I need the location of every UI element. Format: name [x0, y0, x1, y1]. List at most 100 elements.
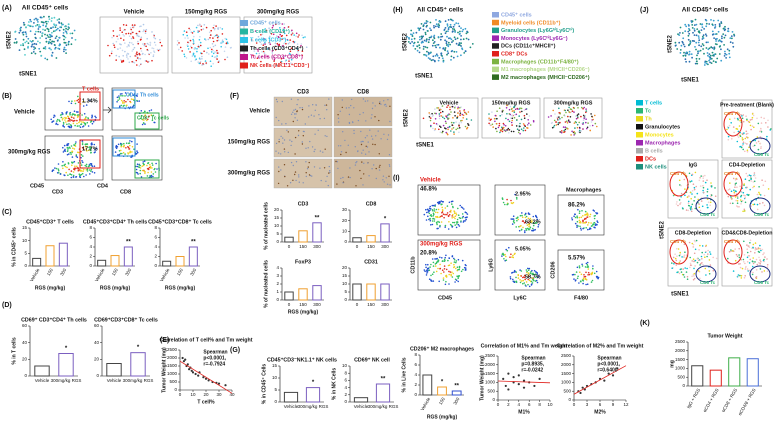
flow-event: [67, 174, 69, 176]
chart-title: CD45⁺CD3⁺ T cells: [26, 219, 74, 225]
tsne-point: [692, 204, 694, 206]
flow-event: [576, 271, 578, 273]
tsne-point: [430, 126, 432, 128]
y-tick-label: 20: [342, 218, 348, 223]
tsne-point: [762, 254, 764, 256]
flow-event: [448, 274, 450, 276]
legend-swatch: [636, 148, 643, 154]
tsne-point: [449, 126, 451, 128]
tsne-point: [703, 53, 705, 55]
flow-event: [427, 264, 429, 266]
flow-event: [594, 218, 596, 220]
tsne-point: [686, 268, 688, 270]
tsne-point: [454, 111, 456, 113]
legend-label: Granulocytes (Ly6GʰⁱLy6Cʰⁱ): [501, 25, 574, 34]
flow-event: [76, 120, 78, 122]
tsne-point: [510, 117, 512, 119]
tsne-point: [698, 249, 700, 251]
flow-event: [83, 169, 85, 171]
label: CD4 Th: [724, 171, 740, 176]
tsne-point: [63, 29, 65, 31]
flow-event: [119, 105, 121, 107]
tsne-point: [737, 128, 739, 130]
tsne-point: [289, 39, 291, 41]
tsne-point: [41, 33, 43, 35]
flow-event: [577, 278, 579, 280]
flow-event: [81, 164, 83, 166]
tsne-point: [419, 52, 421, 54]
tsne-point: [703, 28, 705, 30]
tsne-point: [704, 175, 706, 177]
tsne-point: [26, 41, 28, 43]
flow-event: [153, 122, 155, 124]
tsne-point: [57, 40, 59, 42]
tsne-point: [444, 49, 446, 51]
tsne-point: [51, 35, 53, 37]
chart-title: Tumor Weight: [707, 333, 742, 339]
tsne-point: [447, 127, 449, 129]
tsne-point: [752, 257, 754, 259]
ihc-nucleus: [340, 154, 341, 155]
flow-event: [461, 206, 463, 208]
tsne-point: [737, 202, 739, 204]
tsne-point: [747, 175, 749, 177]
flow-event: [454, 261, 456, 263]
flow-event: [142, 124, 144, 126]
plot-frame: [668, 160, 718, 218]
y-tick-label: 0: [492, 397, 495, 402]
tsne-point: [53, 41, 55, 43]
tsne-point: [688, 24, 690, 26]
tsne-point: [423, 48, 425, 50]
tsne-point: [554, 120, 556, 122]
label: 46.8%: [420, 187, 438, 193]
y-axis-label: Tumor Weight (mg): [161, 347, 167, 393]
tsne-point: [451, 124, 453, 126]
flow-event: [438, 260, 440, 262]
flow-event: [503, 202, 505, 204]
ihc-nucleus: [349, 122, 350, 123]
flow-event: [127, 146, 129, 148]
tsne-point: [455, 22, 457, 24]
tsne-point: [28, 21, 30, 23]
ihc-nucleus: [321, 180, 322, 181]
tsne-point: [49, 47, 51, 49]
tsne-point: [45, 25, 47, 27]
flow-event: [513, 281, 515, 283]
tsne-point: [16, 42, 18, 44]
tsne-point: [49, 39, 51, 41]
ihc-nucleus: [340, 145, 341, 146]
tsne-point: [702, 48, 704, 50]
flow-event: [60, 114, 62, 116]
flow-event: [529, 268, 531, 270]
tsne-point: [524, 117, 526, 119]
tsne-point: [463, 110, 465, 112]
flow-event: [432, 209, 434, 211]
flow-event: [433, 271, 435, 273]
ihc-nucleus: [382, 179, 383, 180]
tsne-point: [448, 118, 450, 120]
tsne-point: [496, 123, 498, 125]
tsne-point: [592, 119, 594, 121]
tsne-point: [55, 26, 57, 28]
legend-label: Granulocytes: [645, 124, 680, 130]
significance: *: [137, 345, 140, 351]
tsne-point: [206, 27, 208, 29]
tsne-point: [705, 246, 707, 248]
tsne-point: [448, 19, 450, 21]
significance: *: [441, 380, 444, 386]
flow-event: [69, 114, 71, 116]
flow-event: [522, 283, 524, 285]
flow-event: [451, 271, 453, 273]
tsne-point: [710, 19, 712, 21]
tsne-point: [488, 117, 490, 119]
tsne-point: [749, 262, 751, 264]
flow-event: [519, 279, 521, 281]
x-tick-label: 150: [299, 244, 307, 249]
tsne-point: [39, 37, 41, 39]
chart-title: CD69⁺ CD3⁺CD4⁺ Th cells: [21, 317, 87, 323]
tsne-point: [729, 57, 731, 59]
flow-event: [526, 281, 528, 283]
flow-event: [153, 173, 155, 175]
flow-event: [87, 170, 89, 172]
tsne-point: [763, 259, 765, 261]
